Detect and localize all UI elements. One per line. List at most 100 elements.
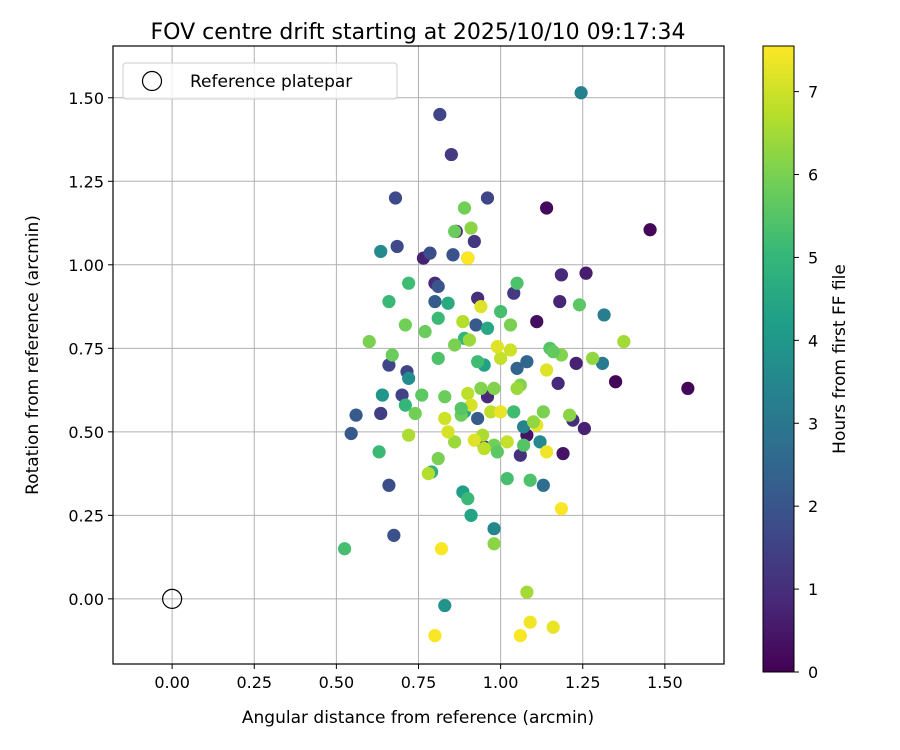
data-point: [510, 361, 524, 375]
data-point: [382, 358, 396, 372]
x-tick-label: 1.50: [647, 673, 683, 692]
data-point: [471, 411, 485, 426]
legend-marker-circle: [141, 70, 163, 92]
data-point: [462, 333, 477, 347]
data-point: [390, 239, 404, 254]
data-point: [395, 388, 409, 402]
data-point: [490, 445, 504, 459]
data-point: [421, 466, 435, 481]
data-point: [428, 629, 442, 643]
data-point: [448, 435, 462, 449]
data-point: [402, 276, 416, 290]
data-point: [513, 448, 527, 462]
data-point: [503, 343, 518, 357]
data-point: [464, 221, 478, 235]
data-point: [428, 294, 442, 309]
x-tick-label: 0.25: [236, 673, 272, 692]
data-point: [441, 296, 455, 310]
data-point: [408, 406, 422, 421]
data-point: [530, 314, 544, 329]
data-point: [523, 473, 537, 487]
data-point: [487, 537, 501, 551]
data-point: [517, 420, 531, 434]
data-point: [446, 248, 460, 262]
data-point: [554, 502, 568, 516]
data-point: [464, 508, 478, 522]
data-point: [681, 381, 695, 396]
y-tick-label: 0.25: [68, 506, 104, 525]
data-point: [441, 425, 455, 439]
data-point: [579, 266, 593, 280]
data-point: [438, 390, 452, 404]
data-point: [471, 355, 485, 369]
data-point: [484, 405, 498, 419]
grid-lines: [113, 46, 724, 664]
data-point: [438, 411, 452, 426]
x-axis-ticks: 0.00 0.25 0.50 0.75 1.00 1.25 1.50: [154, 664, 683, 692]
data-point: [423, 246, 437, 260]
data-point: [513, 629, 527, 643]
data-point: [349, 408, 363, 422]
reference-point-marker: [162, 588, 183, 609]
colorbar-ticks: 0 1 2 3 4 5 6 7: [794, 83, 818, 682]
data-point: [433, 107, 447, 122]
data-point: [494, 351, 508, 365]
data-point: [556, 446, 570, 461]
data-point: [520, 585, 534, 599]
y-axis-ticks: 0.00 0.25 0.50 0.75 1.00 1.25 1.50: [68, 89, 113, 609]
data-point: [540, 363, 554, 377]
y-tick-label: 1.25: [68, 172, 104, 191]
data-point: [546, 345, 560, 359]
data-point: [563, 408, 577, 422]
data-point: [456, 314, 470, 329]
data-point: [448, 224, 462, 238]
y-tick-label: 1.00: [68, 256, 104, 275]
colorbar-tick-label: 1: [808, 580, 818, 599]
data-point: [457, 201, 472, 215]
data-point: [362, 335, 376, 349]
colorbar-tick-label: 0: [808, 663, 818, 682]
y-axis-label: Rotation from reference (arcmin): [23, 215, 43, 495]
data-point: [490, 340, 504, 354]
data-point: [337, 542, 352, 556]
data-point: [536, 405, 550, 419]
data-point: [461, 492, 475, 506]
data-point: [617, 335, 631, 349]
data-point: [398, 318, 412, 332]
data-point: [444, 147, 458, 162]
data-point: [553, 294, 567, 309]
data-point: [500, 435, 514, 449]
data-point: [431, 311, 445, 325]
data-point: [510, 381, 524, 396]
data-point: [523, 615, 537, 629]
data-point: [526, 415, 541, 429]
data-point: [382, 294, 396, 309]
x-tick-label: 0.00: [154, 673, 190, 692]
y-tick-label: 0.00: [68, 590, 104, 609]
data-point: [387, 528, 401, 542]
legend-box: [122, 62, 398, 100]
y-tick-label: 0.50: [68, 423, 104, 442]
data-point: [507, 286, 521, 300]
colorbar-tick-label: 3: [808, 414, 818, 433]
data-point: [374, 244, 388, 259]
legend-entry-reference-platepar: Reference platepar: [190, 72, 352, 92]
data-point: [517, 438, 531, 452]
chart-title: FOV centre drift starting at 2025/10/10 …: [151, 20, 686, 45]
data-point: [574, 86, 588, 100]
data-point: [480, 191, 495, 205]
data-point: [540, 445, 554, 459]
data-point: [467, 234, 481, 249]
y-tick-label: 0.75: [68, 339, 104, 358]
data-point: [467, 433, 481, 447]
data-point: [551, 376, 565, 390]
colorbar-tick-label: 6: [808, 166, 818, 185]
data-point: [572, 298, 587, 312]
data-point: [597, 308, 611, 322]
colorbar: [762, 45, 795, 673]
data-point: [402, 428, 416, 442]
colorbar-tick-label: 5: [808, 248, 818, 267]
data-point: [569, 356, 583, 370]
